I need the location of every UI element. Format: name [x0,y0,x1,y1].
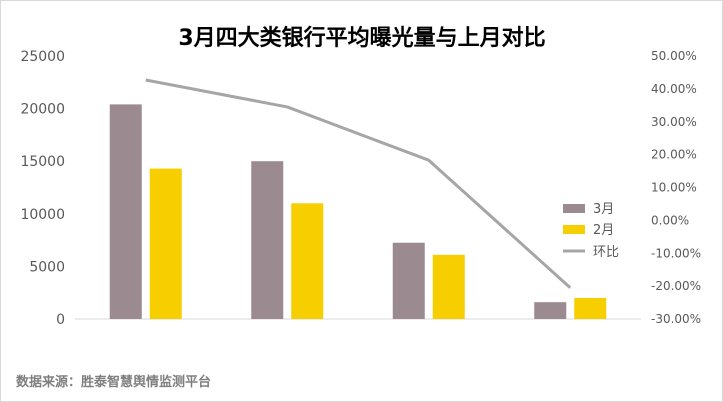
bar-february [291,203,324,319]
y-right-tick-label: 20.00% [651,148,697,162]
bar-march [534,302,567,319]
y-right-tick-label: -30.00% [651,312,701,326]
y-right-tick-label: 40.00% [651,82,697,96]
chart-title: 3月四大类银行平均曝光量与上月对比 [178,25,545,51]
bar-february [149,168,182,319]
legend-ratio-label: 环比 [593,245,619,260]
legend-february-label: 2月 [593,223,614,238]
bar-march [392,242,425,319]
y-right-tick-label: -10.00% [651,246,701,260]
y-right-tick-label: 30.00% [651,115,697,129]
y-left-tick-label: 5000 [29,259,65,275]
y-right-tick-label: 0.00% [651,213,689,227]
legend-february-swatch [563,225,585,234]
y-left-tick-label: 15000 [20,154,65,170]
y-left-tick-label: 25000 [20,49,65,65]
y-right-tick-label: 10.00% [651,181,697,195]
bar-february [574,297,607,319]
y-left-tick-label: 0 [56,312,65,328]
bar-march [251,161,284,319]
bar-march [109,104,142,319]
y-right-tick-label: -20.00% [651,279,701,293]
legend-march-swatch [563,204,585,213]
y-left-tick-label: 10000 [20,207,65,223]
y-left-tick-label: 20000 [20,102,65,118]
ratio-series-line [145,78,572,289]
data-source-note: 数据来源：胜泰智慧舆情监测平台 [16,374,211,390]
y-right-tick-label: 50.00% [651,49,697,63]
legend-march-label: 3月 [593,202,614,217]
bar-february [432,254,465,319]
